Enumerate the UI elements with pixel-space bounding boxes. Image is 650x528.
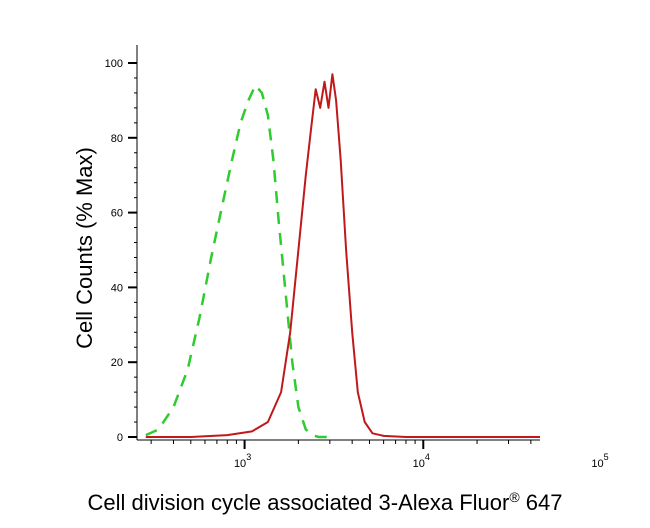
x-tick-label-exponent: 5 (604, 452, 609, 462)
x-tick-label-exponent: 3 (246, 452, 251, 462)
x-tick-label: 104 (413, 452, 430, 470)
x-tick-label: 105 (591, 452, 608, 470)
x-axis-title: Cell division cycle associated 3-Alexa F… (87, 489, 562, 515)
x-tick-label: 103 (234, 452, 251, 470)
y-axis: 0 20 40 60 80 100 (105, 45, 138, 444)
control-histogram-line (145, 84, 330, 439)
y-tick-label: 0 (117, 432, 123, 444)
x-axis-title-main: Cell division cycle associated 3-Alexa F… (87, 490, 509, 515)
x-axis-title-superscript: ® (509, 489, 520, 505)
x-axis-title-suffix: 647 (520, 490, 563, 515)
x-tick-label-base: 10 (591, 458, 603, 470)
y-tick-label: 60 (111, 208, 123, 220)
y-tick-label: 40 (111, 282, 123, 294)
x-tick-label-base: 10 (234, 458, 246, 470)
x-tick-label-base: 10 (413, 458, 425, 470)
sample-histogram-line (145, 73, 540, 438)
y-tick-label: 80 (111, 133, 123, 145)
x-tick-label-exponent: 4 (425, 452, 430, 462)
y-tick-label: 20 (111, 357, 123, 369)
y-axis-title: Cell Counts (% Max) (72, 147, 97, 349)
series-layer (145, 73, 540, 439)
y-tick-label: 100 (105, 58, 123, 70)
